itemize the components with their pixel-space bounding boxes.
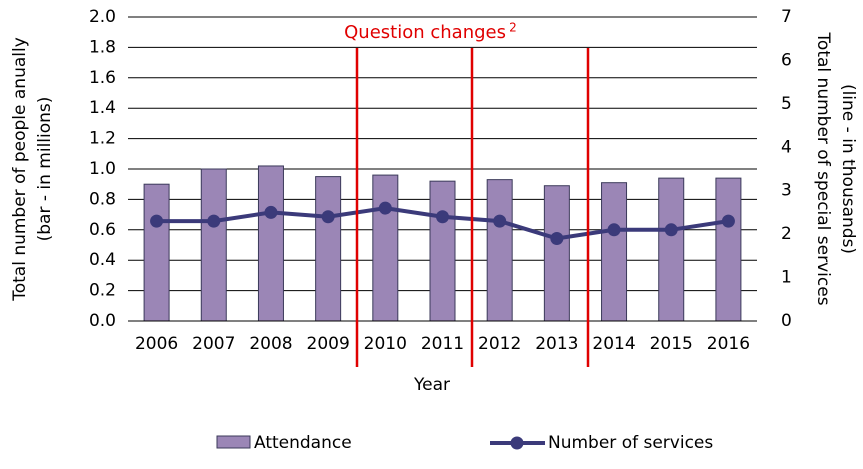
y-tick-label: 0.2: [89, 281, 116, 301]
bar: [543, 185, 570, 322]
x-tick-label: 2008: [249, 334, 292, 354]
x-axis-label: Year: [413, 375, 450, 395]
bar: [658, 177, 685, 322]
bar: [486, 179, 513, 322]
bar: [715, 177, 742, 322]
plot: [128, 16, 757, 322]
line-point: [150, 214, 164, 228]
y2-axis-label: Total number of special services: [813, 31, 833, 305]
y2-tick-label: 1: [781, 268, 792, 288]
y-tick-label: 0.0: [89, 311, 116, 331]
y2-tick-label: 7: [781, 7, 792, 27]
y-axis-label: (bar - in millions): [35, 97, 55, 242]
x-tick-label: 2013: [535, 334, 578, 354]
y-tick-label: 1.4: [89, 98, 116, 118]
legend-label: Attendance: [254, 433, 352, 453]
line-point: [721, 214, 735, 228]
y-tick-label: 1.8: [89, 37, 116, 57]
x-tick-label: 2009: [307, 334, 350, 354]
annotation-note: 2: [509, 21, 517, 35]
bar: [257, 165, 284, 322]
line-point: [664, 223, 678, 237]
y-tick-label: 1.2: [89, 129, 116, 149]
x-tick-label: 2016: [707, 334, 750, 354]
y-tick-label: 0.6: [89, 220, 116, 240]
line-point: [607, 223, 621, 237]
y2-tick-label: 3: [781, 181, 792, 201]
legend-swatch: [216, 435, 251, 449]
line-point: [550, 231, 564, 245]
bar: [372, 174, 399, 322]
y-tick-label: 1.0: [89, 159, 116, 179]
y-tick-label: 0.4: [89, 250, 116, 270]
legend-swatch: [510, 436, 524, 450]
y2-tick-label: 4: [781, 137, 792, 157]
legend-label: Number of services: [548, 433, 713, 453]
y-tick-label: 0.8: [89, 189, 116, 209]
line-point: [493, 214, 507, 228]
line-point: [321, 210, 335, 224]
annotation: Question changes: [344, 22, 506, 43]
x-tick-label: 2011: [421, 334, 464, 354]
y2-tick-label: 0: [781, 311, 792, 331]
bar: [429, 180, 456, 322]
line-point: [264, 205, 278, 219]
x-tick-label: 2010: [364, 334, 407, 354]
y-axis-label: Total number of people anually: [10, 37, 30, 302]
y2-axis-label: (line - in thousands): [838, 84, 858, 254]
line-point: [207, 214, 221, 228]
line-point: [436, 210, 449, 224]
x-tick-label: 2015: [650, 334, 693, 354]
y2-tick-label: 6: [781, 50, 792, 70]
bar: [143, 183, 170, 322]
x-tick-label: 2012: [478, 334, 521, 354]
bar: [601, 182, 628, 322]
line-point: [378, 201, 392, 215]
x-tick-label: 2006: [135, 334, 178, 354]
x-tick-label: 2007: [192, 334, 235, 354]
y2-tick-label: 5: [781, 94, 792, 114]
y-tick-label: 2.0: [89, 7, 116, 27]
x-tick-label: 2014: [592, 334, 635, 354]
bar: [200, 168, 227, 322]
y-tick-label: 1.6: [89, 68, 116, 88]
y2-tick-label: 2: [781, 224, 792, 244]
bar: [315, 176, 342, 322]
